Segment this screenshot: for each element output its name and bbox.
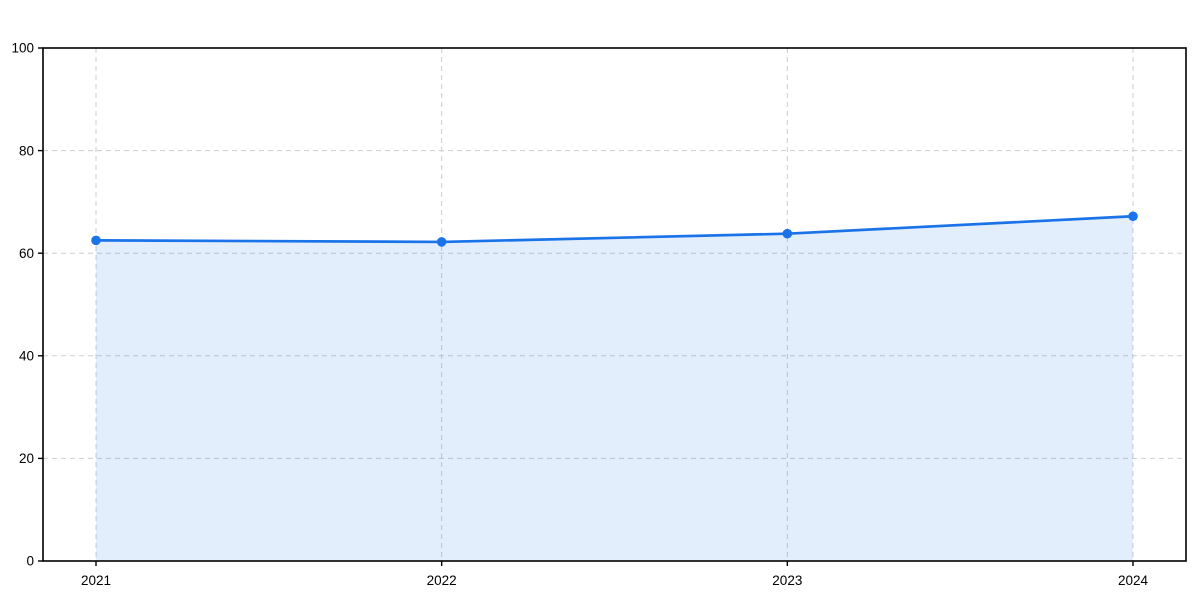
y-tick-label: 60: [19, 246, 34, 261]
data-point-2023: [782, 228, 793, 239]
y-tick-label: 100: [11, 41, 34, 56]
y-tick-label: 40: [19, 349, 34, 364]
x-tick-label: 2024: [1118, 573, 1149, 588]
data-point-2021: [91, 235, 101, 246]
y-tick-label: 80: [19, 143, 34, 158]
data-point-2024: [1128, 211, 1138, 222]
trend-line: [94, 214, 1135, 244]
data-point-2022: [436, 237, 447, 247]
x-tick-label: 2021: [81, 573, 111, 588]
x-tick-label: 2022: [427, 573, 457, 588]
y-tick-label: 0: [26, 554, 34, 569]
axis-frame: [42, 47, 1187, 562]
area-fill: [96, 216, 1133, 561]
y-tick-label: 20: [19, 451, 34, 466]
x-tick-label: 2023: [772, 573, 802, 588]
